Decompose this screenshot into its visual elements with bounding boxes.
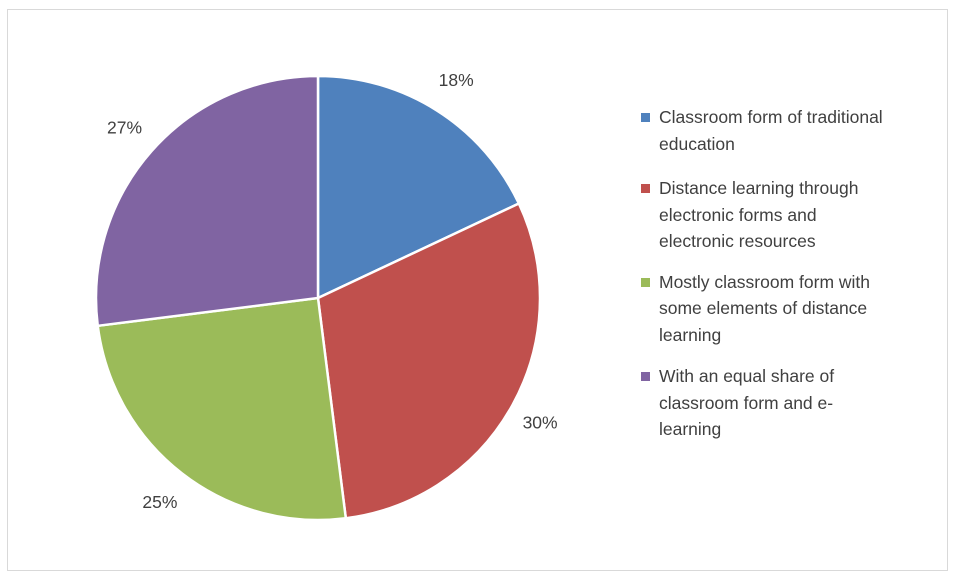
data-label-equal-share: 27% <box>107 117 142 137</box>
legend-item-equal-share: With an equal share of classroom form an… <box>641 363 951 443</box>
pie-slices <box>94 74 542 522</box>
legend-swatch <box>641 113 650 122</box>
legend-swatch <box>641 372 650 381</box>
legend: Classroom form of traditional education … <box>641 104 951 461</box>
slice-distance-learning <box>316 202 542 520</box>
slice-equal-share <box>94 74 320 328</box>
legend-item-distance-learning: Distance learning through electronic for… <box>641 175 951 255</box>
legend-label: Distance learning through electronic for… <box>659 178 859 251</box>
data-label-mostly-classroom: 25% <box>142 492 177 512</box>
data-label-classroom-traditional: 18% <box>439 70 474 90</box>
slice-classroom-traditional <box>316 74 521 300</box>
legend-label: With an equal share of classroom form an… <box>659 366 835 439</box>
legend-swatch <box>641 184 650 193</box>
legend-label: Classroom form of traditional education <box>659 107 883 154</box>
slice-mostly-classroom <box>96 296 348 522</box>
legend-swatch <box>641 277 650 287</box>
legend-item-mostly-classroom: Mostly classroom form with some elements… <box>641 269 951 349</box>
legend-item-classroom-traditional: Classroom form of traditional education <box>641 104 951 157</box>
data-label-distance-learning: 30% <box>523 412 558 432</box>
pie-data-labels: 18% 30% 25% 27% <box>107 70 558 512</box>
legend-label: Mostly classroom form with some elements… <box>659 271 871 345</box>
